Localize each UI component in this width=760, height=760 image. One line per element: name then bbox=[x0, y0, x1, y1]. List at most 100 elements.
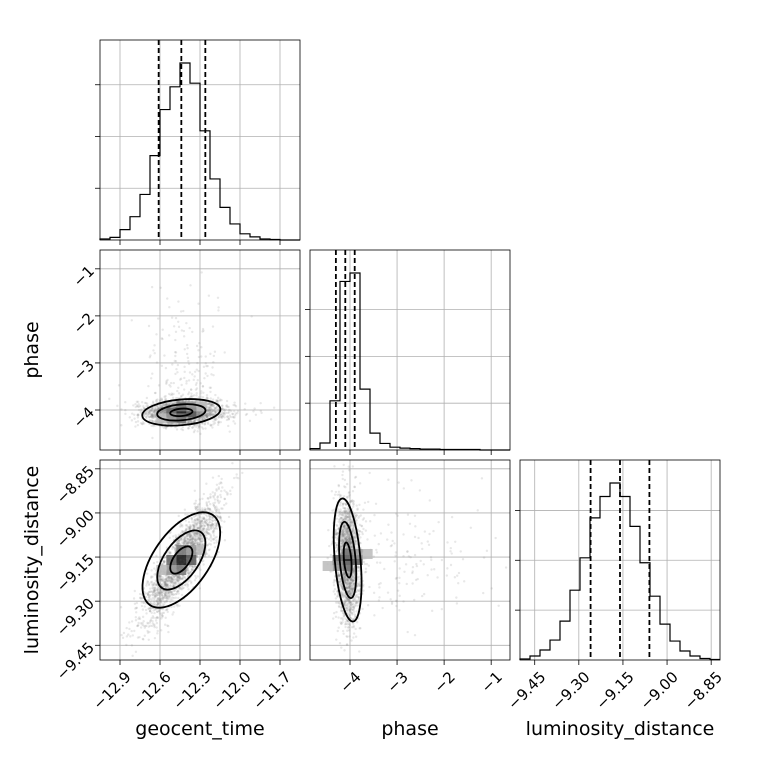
scatter-point bbox=[165, 608, 169, 611]
scatter-point bbox=[189, 531, 192, 535]
scatter-point bbox=[228, 430, 231, 433]
scatter-point bbox=[155, 398, 158, 402]
scatter-point bbox=[335, 610, 338, 614]
scatter-point bbox=[148, 419, 151, 422]
scatter-point bbox=[187, 539, 190, 542]
scatter-point bbox=[167, 591, 170, 595]
scatter-point bbox=[223, 503, 226, 507]
scatter-point bbox=[204, 521, 208, 525]
scatter-point bbox=[120, 408, 123, 411]
scatter-point bbox=[195, 344, 199, 348]
scatter-point bbox=[159, 599, 162, 603]
scatter-point bbox=[191, 565, 195, 569]
scatter-point bbox=[184, 539, 188, 543]
scatter-point bbox=[164, 579, 168, 582]
scatter-point bbox=[212, 529, 216, 532]
scatter-point bbox=[186, 541, 190, 545]
scatter-point bbox=[147, 414, 150, 417]
scatter-point bbox=[201, 529, 205, 532]
scatter-point bbox=[184, 529, 187, 532]
scatter-point bbox=[222, 411, 226, 415]
scatter-point bbox=[233, 401, 236, 404]
scatter-point bbox=[165, 594, 168, 598]
scatter-point bbox=[206, 412, 209, 415]
scatter-point bbox=[171, 363, 174, 366]
scatter-point bbox=[187, 427, 190, 430]
scatter-point bbox=[153, 406, 157, 409]
scatter-point bbox=[144, 415, 148, 419]
scatter-point bbox=[146, 411, 149, 414]
scatter-point bbox=[234, 412, 237, 415]
scatter-point bbox=[196, 413, 199, 416]
scatter-point bbox=[174, 582, 177, 585]
scatter-point bbox=[195, 527, 199, 531]
scatter-point bbox=[177, 540, 181, 543]
scatter-point bbox=[200, 540, 203, 543]
scatter-point bbox=[159, 286, 162, 289]
scatter-point bbox=[202, 415, 205, 418]
scatter-point bbox=[153, 590, 156, 593]
scatter-point bbox=[198, 537, 202, 541]
scatter-point bbox=[180, 585, 183, 588]
scatter-point bbox=[209, 509, 212, 512]
scatter-point bbox=[177, 596, 180, 600]
scatter-point bbox=[209, 527, 213, 530]
scatter-point bbox=[162, 585, 165, 588]
scatter-point bbox=[158, 399, 162, 402]
scatter-point bbox=[176, 578, 179, 582]
scatter-point bbox=[151, 401, 155, 405]
scatter-point bbox=[236, 410, 240, 413]
scatter-point bbox=[210, 373, 213, 376]
scatter-point bbox=[200, 390, 203, 393]
scatter-point bbox=[169, 385, 172, 388]
scatter-point bbox=[185, 524, 189, 527]
scatter-point bbox=[199, 539, 202, 542]
scatter-point bbox=[206, 507, 210, 510]
scatter-point bbox=[180, 538, 183, 541]
scatter-point bbox=[204, 413, 207, 416]
scatter-point bbox=[220, 489, 223, 493]
scatter-point bbox=[195, 532, 198, 535]
scatter-point bbox=[174, 580, 177, 584]
scatter-point bbox=[142, 422, 146, 425]
scatter-point bbox=[215, 489, 218, 492]
scatter-point bbox=[193, 565, 197, 569]
scatter-point bbox=[168, 403, 171, 406]
scatter-point bbox=[428, 499, 431, 502]
scatter-point bbox=[228, 414, 232, 417]
scatter-point bbox=[225, 405, 228, 408]
scatter-point bbox=[172, 593, 175, 596]
scatter-point bbox=[147, 638, 150, 641]
scatter-point bbox=[170, 590, 173, 594]
scatter-point bbox=[185, 382, 188, 385]
scatter-point bbox=[175, 603, 178, 606]
scatter-point bbox=[159, 404, 162, 407]
scatter-point bbox=[208, 412, 212, 415]
scatter-point bbox=[169, 580, 173, 583]
scatter-point bbox=[178, 578, 181, 582]
scatter-point bbox=[153, 410, 156, 414]
scatter-point bbox=[171, 402, 174, 405]
scatter-point bbox=[176, 363, 180, 367]
scatter-point bbox=[218, 500, 222, 503]
scatter-point bbox=[151, 414, 154, 418]
scatter-point bbox=[214, 525, 218, 529]
scatter-point bbox=[212, 413, 215, 417]
scatter-point bbox=[200, 519, 203, 523]
scatter-point bbox=[163, 594, 166, 598]
scatter-point bbox=[156, 585, 160, 589]
scatter-point bbox=[147, 607, 151, 610]
scatter-point bbox=[171, 393, 174, 397]
scatter-point bbox=[215, 527, 219, 530]
scatter-point bbox=[205, 530, 208, 534]
scatter-point bbox=[205, 552, 209, 556]
scatter-point bbox=[200, 271, 203, 274]
scatter-point bbox=[185, 321, 188, 325]
scatter-point bbox=[159, 411, 162, 414]
scatter-point bbox=[208, 411, 211, 414]
scatter-point bbox=[223, 497, 226, 501]
scatter-point bbox=[208, 520, 212, 524]
scatter-point bbox=[211, 410, 214, 414]
scatter-point bbox=[177, 579, 181, 582]
scatter-point bbox=[165, 595, 169, 599]
